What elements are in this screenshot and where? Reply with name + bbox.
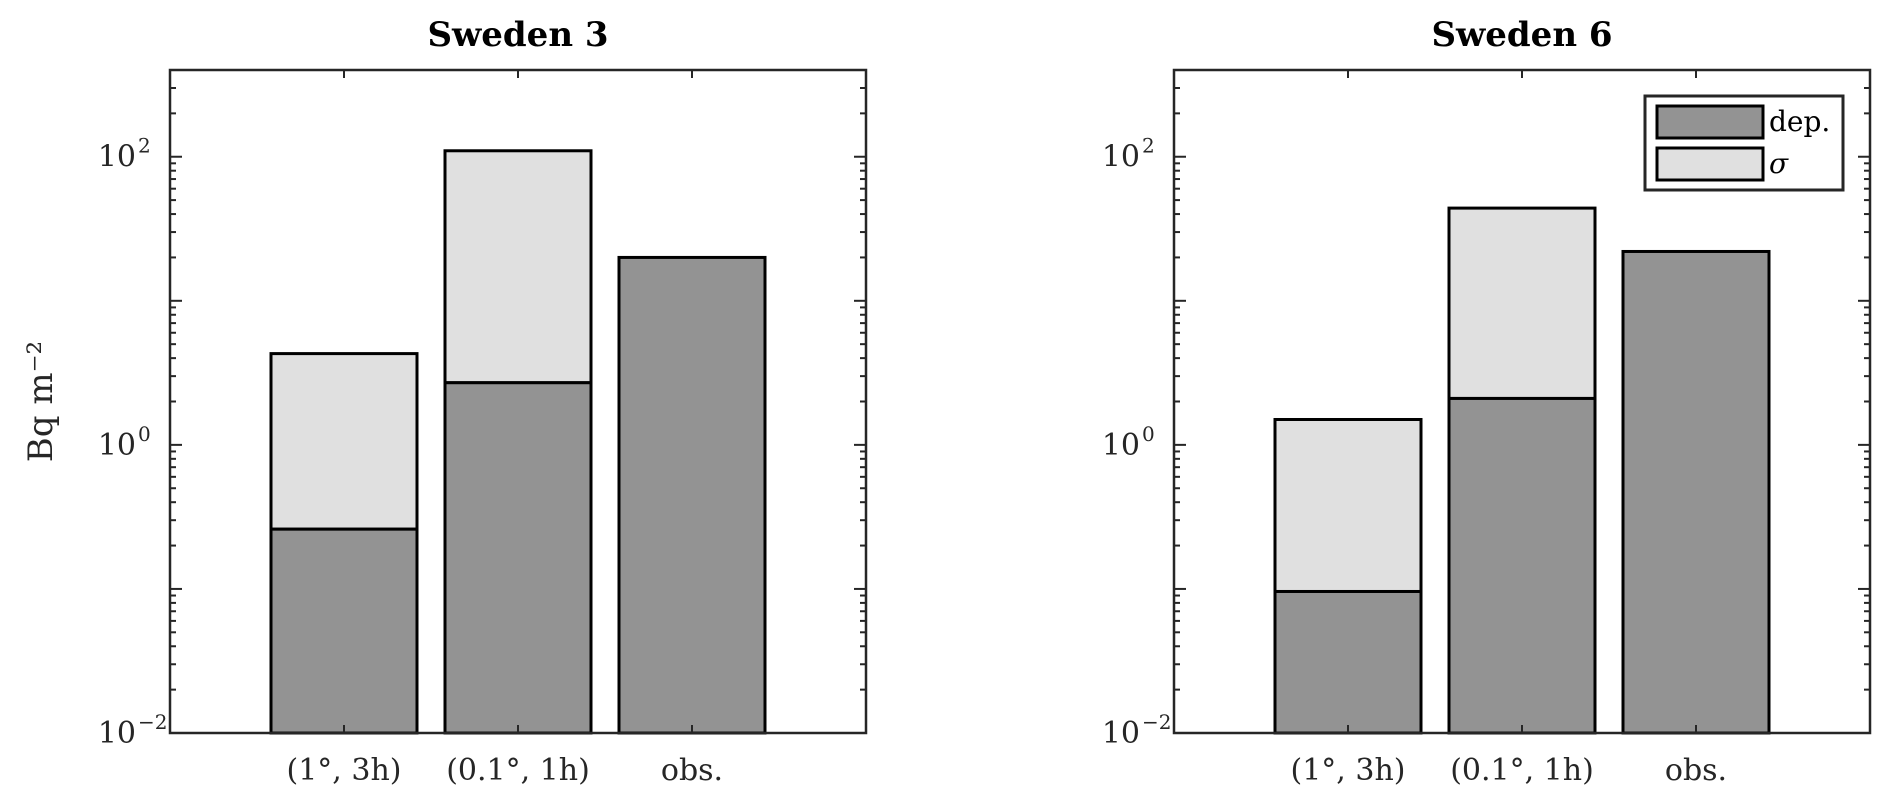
x-tick-label: (1°, 3h): [287, 753, 402, 788]
bar-dep-3: [1621, 249, 1771, 735]
y-tick-base: 10: [1102, 428, 1140, 463]
legend-swatch-1: [1655, 104, 1765, 140]
y-tick-base: 10: [1102, 716, 1140, 751]
x-tick-label: (0.1°, 1h): [446, 753, 590, 788]
x-tick-label: (1°, 3h): [1291, 753, 1406, 788]
y-tick-exponent: −2: [138, 710, 167, 734]
x-tick-label: obs.: [661, 753, 723, 788]
y-tick-base: 10: [1102, 140, 1140, 175]
y-tick-label: 10: [1102, 140, 1140, 175]
y-tick-base: 10: [98, 428, 136, 463]
bar-dep-2: [443, 381, 593, 735]
y-tick-base: 10: [98, 716, 136, 751]
bar-sigma-2: [443, 149, 593, 385]
legend: dep. σ: [1643, 94, 1845, 192]
x-tick-label: (0.1°, 1h): [1450, 753, 1594, 788]
y-tick-exponent: 2: [138, 134, 151, 158]
x-tick-label: obs.: [1665, 753, 1727, 788]
legend-label: dep.: [1769, 105, 1830, 138]
y-tick-label: 10: [1102, 716, 1140, 751]
y-tick-label: 10: [1102, 428, 1140, 463]
chart-title: Sweden 6: [1431, 15, 1612, 55]
y-tick-label: 10: [98, 428, 136, 463]
bar-dep-2: [1447, 396, 1597, 735]
y-tick-label: 10: [98, 140, 136, 175]
y-tick-exponent: 0: [138, 422, 151, 446]
y-tick-exponent: 2: [1142, 134, 1155, 158]
legend-label: σ: [1769, 147, 1789, 180]
y-tick-base: 10: [98, 140, 136, 175]
bar-sigma-1: [269, 352, 419, 531]
bar-dep-1: [1273, 589, 1423, 735]
y-tick-label: 10: [98, 716, 136, 751]
y-axis-label: Bq m⁻²: [21, 341, 61, 462]
y-tick-exponent: −2: [1142, 710, 1171, 734]
bar-sigma-2: [1447, 206, 1597, 400]
bar-dep-3: [617, 255, 767, 735]
bar-sigma-1: [1273, 417, 1423, 593]
bar-dep-1: [269, 527, 419, 735]
chart-title: Sweden 3: [427, 15, 608, 55]
legend-swatch-2: [1655, 146, 1765, 182]
y-tick-exponent: 0: [1142, 422, 1155, 446]
